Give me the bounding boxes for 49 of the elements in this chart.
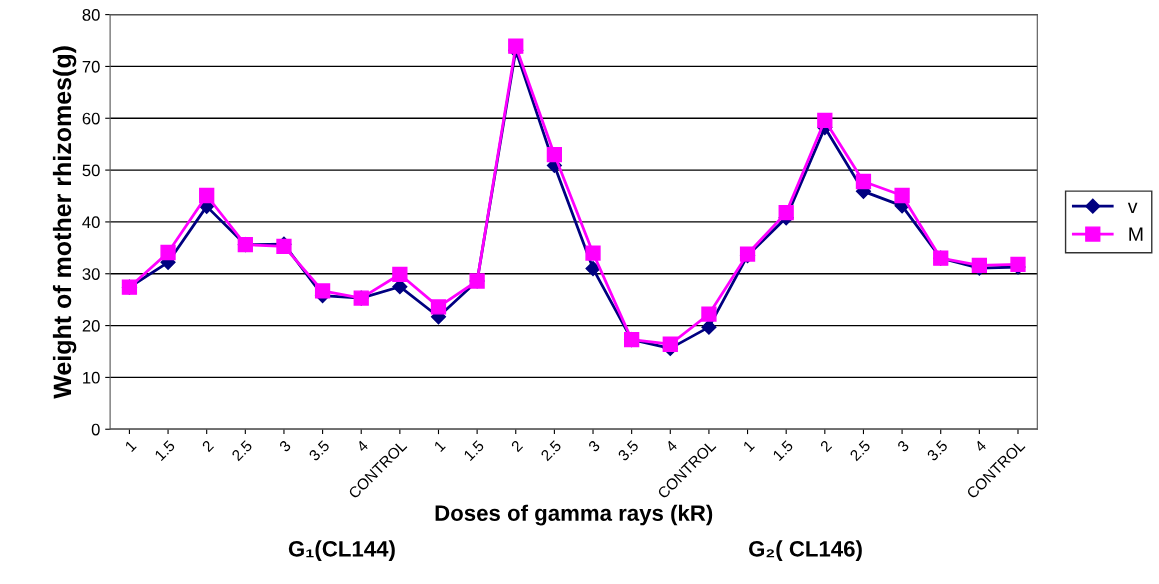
point [894,187,910,204]
y-tick-label: 80 [82,9,100,21]
x-tick-label: 1 [124,439,137,452]
y-tick-label: 60 [82,112,100,125]
y-tick-label: 20 [82,319,100,332]
x-tick-label: 1.5 [154,439,176,462]
x-tick-label: 2.5 [540,439,562,462]
point [662,336,678,352]
point [855,173,872,190]
y-tick-label: 50 [82,164,100,177]
point [508,38,524,54]
x-tick-label: 1 [433,439,446,452]
point [778,204,794,221]
point [160,244,176,261]
point [817,112,833,128]
y-tick-label: 10 [83,371,100,384]
x-tick-label: 3 [278,439,292,453]
point [585,245,601,261]
y-tick-label: 40 [82,216,100,229]
y-axis-title: Weight of mother rhizomes(g) [52,46,77,399]
x-tick-label: 2.5 [849,439,871,462]
x-tick-label: 3.5 [926,439,949,462]
x-tick-label: 1.5 [463,439,485,462]
y-tick-label: 0 [91,423,100,436]
x-tick-label: 2 [201,439,214,453]
x-tick-label: 1.5 [772,439,794,462]
legend-label: M [1129,227,1143,241]
legend-label: v [1127,202,1138,214]
x-tick-label: 2 [819,439,833,453]
x-tick-label: 3.5 [308,439,331,462]
point [199,187,215,204]
point [701,306,717,322]
x-tick-label: 1 [742,439,755,452]
x-tick-label: 2.5 [231,439,253,462]
x-tick-label: 3 [896,439,910,453]
y-tick-label: 30 [82,268,100,280]
point [392,266,408,282]
y-tick-label: 70 [82,60,100,73]
point [546,146,563,163]
point [701,319,717,335]
x-tick-label: 3.5 [617,439,640,462]
x-axis-title: Doses of gamma rays (kR) [435,504,713,526]
text: G₁(CL144) [288,540,395,562]
x-tick-label: 3 [587,439,601,453]
point [585,260,601,277]
point [430,299,447,315]
x-tick-label: 2 [510,439,524,453]
point [314,283,331,299]
text: G₂( CL146) [749,540,862,562]
